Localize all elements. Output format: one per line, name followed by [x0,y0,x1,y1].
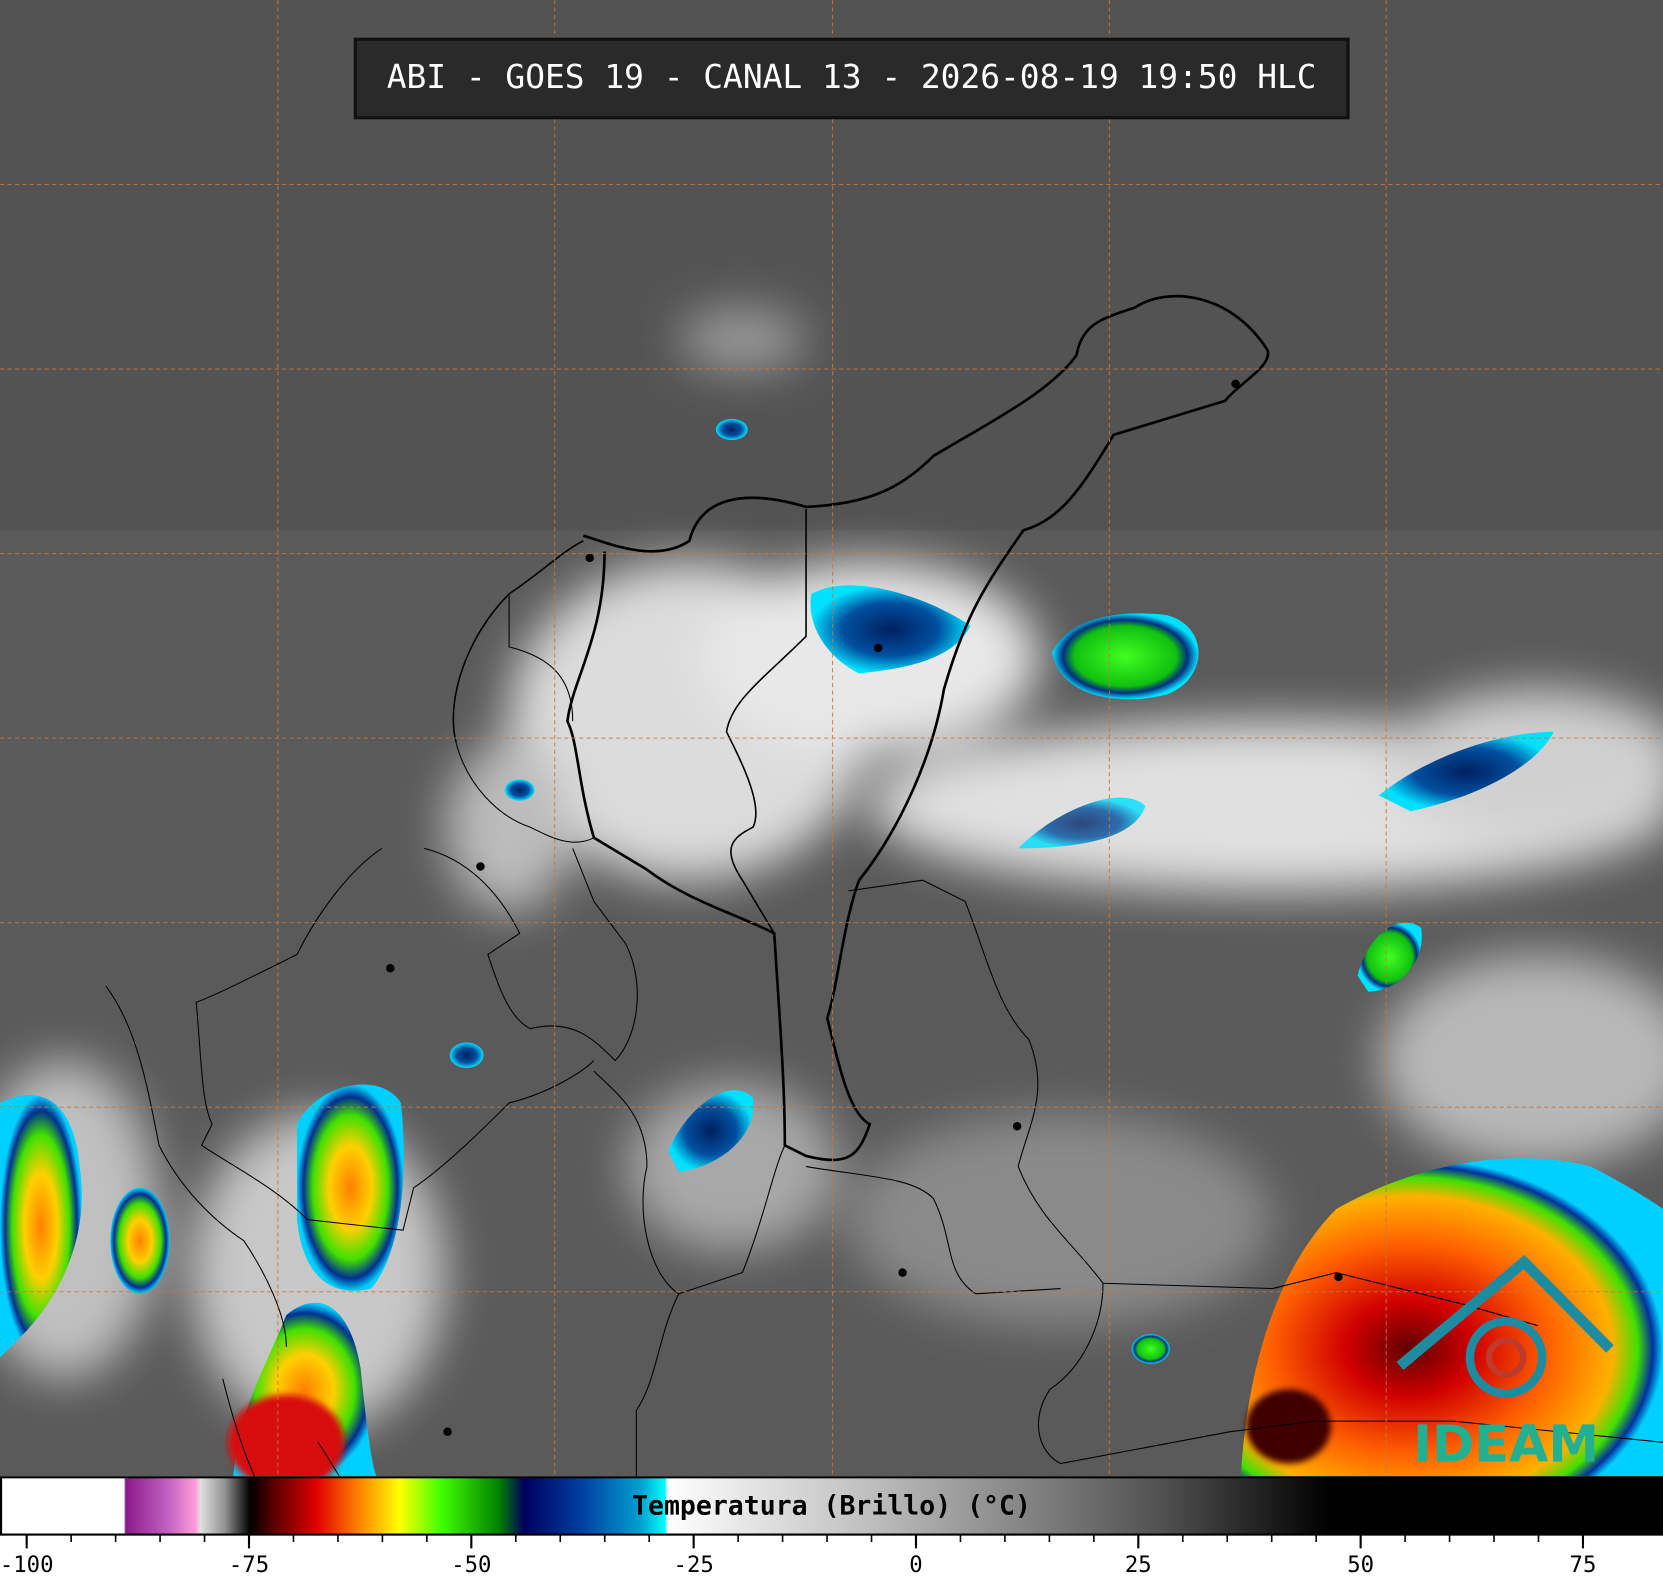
logo: IDEAM [1396,1254,1614,1474]
boundaries [105,294,1663,1477]
tick-label: -25 [674,1552,714,1577]
colorbar-label: Temperatura (Brillo) (°C) [632,1491,1031,1522]
tick-label: 75 [1570,1552,1597,1577]
tick-label: -50 [451,1552,491,1577]
cities [386,379,1343,1436]
logo-text: IDEAM [1413,1415,1599,1474]
tick-label: -75 [229,1552,269,1577]
title-box [353,37,1350,120]
title: ABI - GOES 19 - CANAL 13 - 2026-08-19 19… [387,57,1317,96]
tick-label: 50 [1347,1552,1374,1577]
tick-label: 25 [1125,1552,1152,1577]
tick-label: -100 [0,1552,53,1577]
tick-label: 0 [909,1552,922,1577]
map-grid [0,0,1663,1477]
colorbar [0,1476,1663,1536]
colorbar-ticks: -100 -75 -50 -25 0 25 50 75 [0,1534,1597,1577]
